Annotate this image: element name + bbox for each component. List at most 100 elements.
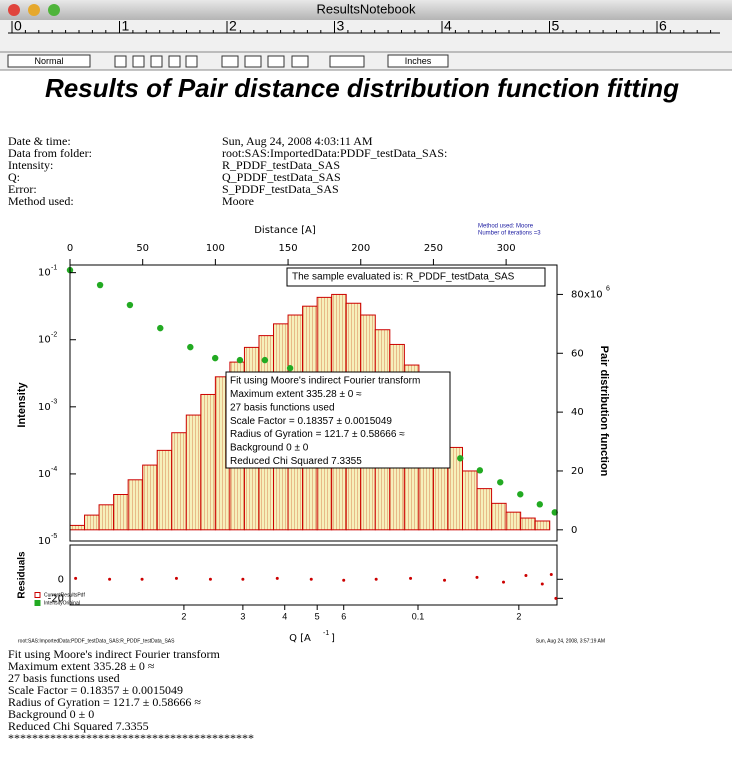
y-tick-label: 10 xyxy=(38,402,51,413)
ruler-label: 1 xyxy=(122,18,130,34)
footer-left: root:SAS:ImportedData:PDDF_testData_SAS:… xyxy=(18,638,175,644)
intensity-point xyxy=(497,479,504,486)
info-value: root:SAS:ImportedData:PDDF_testData_SAS: xyxy=(222,146,447,160)
residual-point xyxy=(549,573,553,577)
x-tick-label: 0.1 xyxy=(412,611,425,621)
y2-tick-label: 0 xyxy=(571,525,577,536)
x-tick-label: 2 xyxy=(181,611,186,621)
ruler-area xyxy=(0,20,732,70)
intensity-point xyxy=(187,343,194,351)
pdf-bar xyxy=(84,514,100,531)
legend-label: CurrentResultsPdf xyxy=(44,592,85,598)
residual-tick-label: -20 xyxy=(48,593,64,604)
x-label-exp: -1 xyxy=(323,630,329,637)
zoom-button[interactable] xyxy=(48,4,60,16)
info-label: Method used: xyxy=(8,194,74,208)
residual-point xyxy=(241,577,245,581)
intensity-point xyxy=(286,364,294,372)
ruler-label: 6 xyxy=(659,18,667,34)
y-tick-label: 10 xyxy=(38,335,51,346)
results-line: Reduced Chi Squared 7.3355 xyxy=(8,719,149,733)
pdf-bar xyxy=(171,432,187,531)
close-button[interactable] xyxy=(8,4,20,16)
annotation: Number of iterations =3 xyxy=(478,231,541,237)
x2-tick-label: 50 xyxy=(136,243,149,254)
legend-swatch xyxy=(34,592,41,598)
residual-point xyxy=(342,578,346,582)
info-value: Moore xyxy=(222,194,254,208)
y-tick-label: 10 xyxy=(38,469,51,480)
pdf-bar xyxy=(69,524,86,531)
x-tick-label: 2 xyxy=(516,611,521,621)
minimize-button[interactable] xyxy=(28,4,40,16)
legend-label: IntensityOriginal xyxy=(44,600,80,606)
x2-tick-label: 0 xyxy=(67,243,73,254)
y-tick-exp: -3 xyxy=(51,399,57,406)
residual-point xyxy=(108,577,112,581)
residual-point xyxy=(174,576,178,580)
x-tick-label: 6 xyxy=(341,611,346,621)
x2-label: Distance [A] xyxy=(254,225,316,236)
residual-point xyxy=(502,580,506,584)
y-tick-exp: -4 xyxy=(51,466,57,473)
fit-box-line: Fit using Moore's indirect Fourier trans… xyxy=(230,376,420,387)
legend-swatch xyxy=(34,600,41,606)
pdf-bar xyxy=(127,479,144,531)
residual-point xyxy=(443,578,447,582)
title-bar xyxy=(0,0,732,20)
fit-box-line: Background 0 ± 0 xyxy=(230,443,309,454)
intensity-point xyxy=(126,301,134,309)
plot-frame xyxy=(69,264,558,542)
x2-tick-label: 300 xyxy=(497,243,516,254)
format-buttons[interactable] xyxy=(114,55,365,68)
pdf-bar xyxy=(142,464,158,531)
results-text: Fit using Moore's indirect Fourier trans… xyxy=(8,647,254,745)
y-tick-exp: -2 xyxy=(51,332,57,339)
residual-point xyxy=(275,576,279,580)
sample-label: The sample evaluated is: R_PDDF_testData… xyxy=(292,272,515,283)
fit-box-line: Maximum extent 335.28 ± 0 ≈ xyxy=(230,389,362,400)
y2-multiplier: x10 xyxy=(584,289,603,300)
info-value: S_PDDF_testData_SAS xyxy=(222,182,339,196)
residual-frame xyxy=(69,544,558,606)
x-tick-label: 5 xyxy=(315,611,320,621)
info-value: R_PDDF_testData_SAS xyxy=(222,158,340,172)
y-tick-label: 10 xyxy=(38,268,51,279)
ruler-label: 0 xyxy=(14,18,22,34)
intensity-point xyxy=(261,356,269,364)
x-label-end: ] xyxy=(331,633,335,644)
y-tick-label: 10 xyxy=(38,536,51,547)
fit-box-line: Scale Factor = 0.18357 ± 0.0015049 xyxy=(230,416,392,427)
info-label: Error: xyxy=(8,182,37,196)
y-label: Intensity xyxy=(16,382,28,428)
x2-tick-label: 200 xyxy=(351,243,370,254)
residual-point xyxy=(554,596,558,600)
pdf-bar xyxy=(98,504,115,531)
units-menu[interactable] xyxy=(387,54,449,68)
style-menu[interactable] xyxy=(7,54,91,68)
y2-multiplier-exp: 6 xyxy=(606,285,610,292)
intensity-point xyxy=(551,509,558,516)
residual-label: Residuals xyxy=(17,551,28,599)
results-line: Scale Factor = 0.18357 ± 0.0015049 xyxy=(8,683,183,697)
results-line: Background 0 ± 0 xyxy=(8,707,94,721)
ruler-label: 4 xyxy=(444,18,452,34)
ruler-label: 5 xyxy=(552,18,560,34)
intensity-point xyxy=(517,491,524,498)
ruler: 0 1 2 3 4 5 6 xyxy=(8,18,720,34)
fit-box-line: 27 basis functions used xyxy=(230,402,335,413)
residual-tick-label: 0 xyxy=(58,574,64,585)
heading: Results of Pair distance distribution fu… xyxy=(45,73,679,103)
info-value: Q_PDDF_testData_SAS xyxy=(222,170,341,184)
intensity-point xyxy=(476,467,484,474)
pdf-bar xyxy=(520,517,536,531)
info-label: Data from folder: xyxy=(8,146,92,160)
results-line: Maximum extent 335.28 ± 0 ≈ xyxy=(8,659,155,673)
residual-point xyxy=(74,576,78,580)
residual-point xyxy=(140,577,144,581)
y2-tick-label: 20 xyxy=(571,466,584,477)
annotation: Method used: Moore xyxy=(478,224,534,230)
info-value: Sun, Aug 24, 2008 4:03:11 AM xyxy=(222,134,373,148)
